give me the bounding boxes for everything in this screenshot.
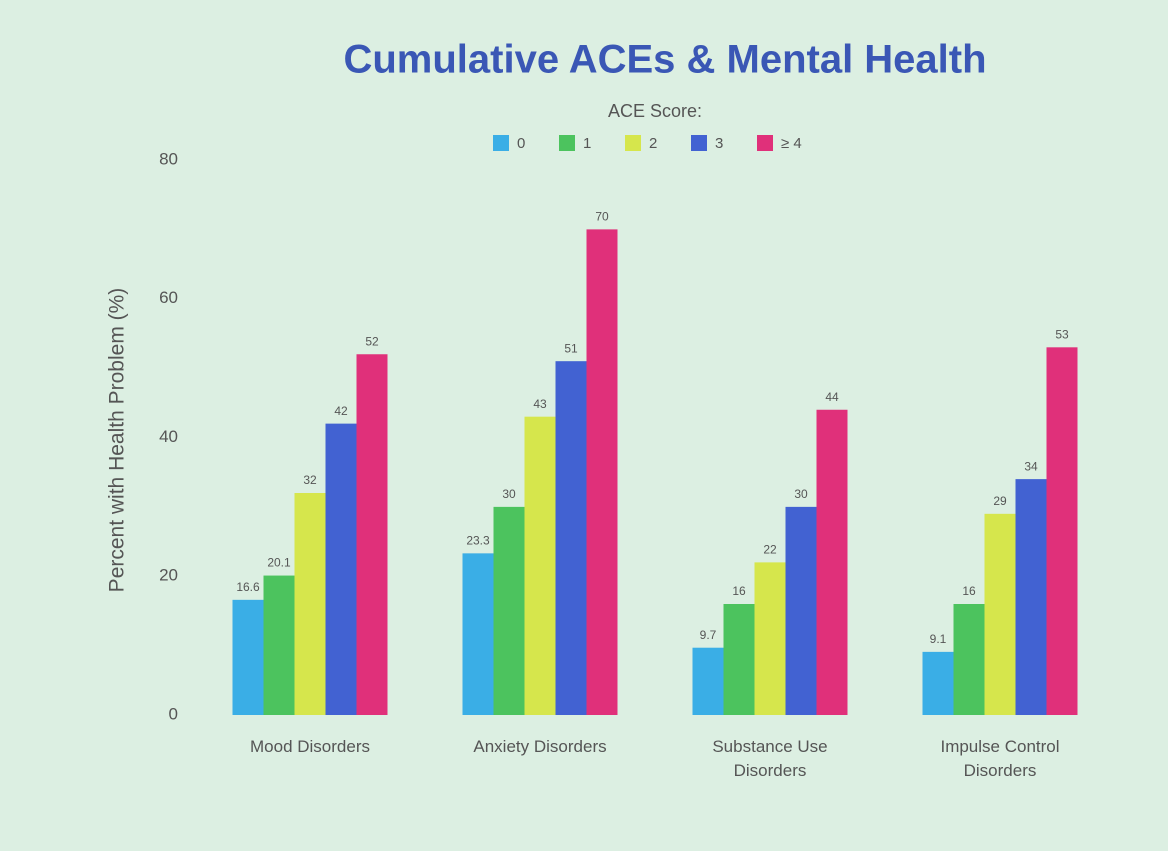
bar: [922, 651, 954, 715]
bar: [524, 416, 556, 715]
data-label: 20.1: [267, 556, 291, 570]
data-label: 70: [595, 210, 609, 224]
y-tick-label: 80: [159, 149, 178, 168]
bar: [232, 599, 264, 715]
legend-label: 0: [517, 135, 525, 152]
bar: [984, 513, 1016, 715]
chart-title: Cumulative ACEs & Mental Health: [343, 38, 986, 82]
data-label: 29: [993, 494, 1007, 508]
data-label: 32: [303, 473, 317, 487]
data-label: 52: [365, 334, 379, 348]
data-label: 16.6: [236, 580, 260, 594]
data-label: 23.3: [466, 534, 490, 548]
y-tick-label: 40: [159, 427, 178, 446]
legend-title: ACE Score:: [608, 101, 702, 121]
bar: [555, 361, 587, 715]
data-label: 30: [502, 487, 516, 501]
x-tick-label: Impulse Control Disorders: [940, 737, 1060, 780]
bar: [692, 647, 724, 715]
data-label: 34: [1024, 459, 1038, 473]
bar: [1046, 347, 1078, 715]
y-tick-label: 20: [159, 566, 178, 585]
x-tick-label: Mood Disorders: [250, 737, 370, 756]
x-tick-label: Anxiety Disorders: [473, 737, 607, 756]
data-label: 44: [825, 390, 839, 404]
legend-swatch: [493, 135, 509, 151]
bar: [462, 553, 494, 715]
legend-label: 1: [583, 135, 591, 152]
bar: [953, 604, 985, 715]
legend-swatch: [757, 135, 773, 151]
bar: [263, 575, 295, 715]
legend-label: 2: [649, 135, 657, 152]
bar: [754, 562, 786, 715]
bar: [723, 604, 755, 715]
bar: [325, 423, 357, 715]
legend-swatch: [691, 135, 707, 151]
data-label: 43: [533, 397, 547, 411]
data-label: 51: [564, 341, 578, 355]
data-label: 9.7: [700, 628, 717, 642]
legend-label: ≥ 4: [781, 135, 802, 152]
data-label: 22: [763, 543, 777, 557]
legend-swatch: [625, 135, 641, 151]
data-label: 9.1: [930, 632, 947, 646]
bar: [785, 506, 817, 715]
y-tick-label: 0: [169, 704, 178, 723]
legend-label: 3: [715, 135, 723, 152]
data-label: 30: [794, 487, 808, 501]
bar: [1015, 479, 1047, 715]
legend-swatch: [559, 135, 575, 151]
bar: [493, 506, 525, 715]
bar: [586, 229, 618, 715]
data-label: 16: [732, 584, 746, 598]
bar: [816, 409, 848, 715]
data-label: 53: [1055, 327, 1069, 341]
y-tick-label: 60: [159, 288, 178, 307]
bar: [294, 493, 326, 715]
data-label: 42: [334, 404, 348, 418]
data-label: 16: [962, 584, 976, 598]
y-axis-label: Percent with Health Problem (%): [106, 288, 129, 593]
x-tick-label: Substance Use Disorders: [712, 737, 828, 780]
bar: [356, 354, 388, 715]
